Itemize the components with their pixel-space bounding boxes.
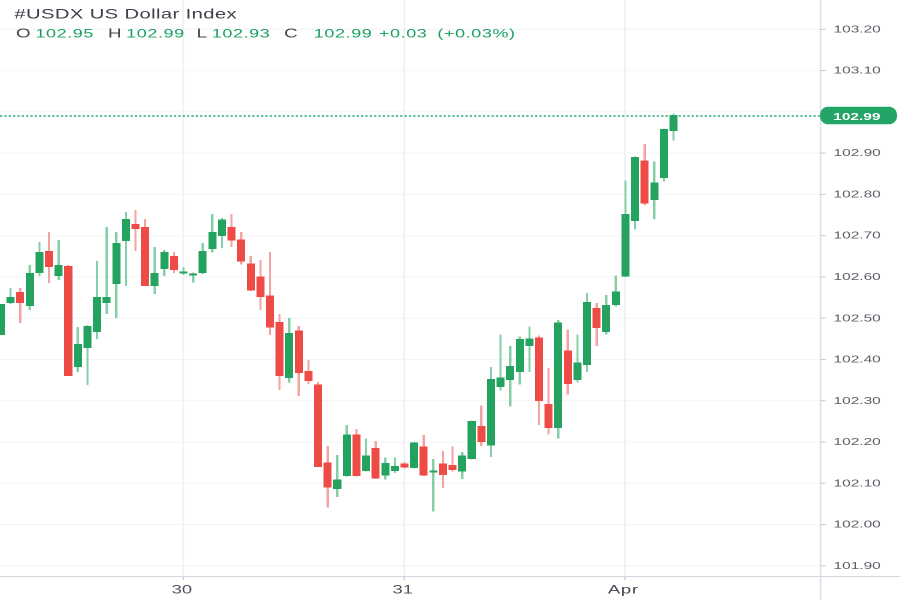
svg-text:H: H <box>108 27 122 40</box>
svg-text:103.10: 103.10 <box>834 64 881 76</box>
svg-text:(+0.03%): (+0.03%) <box>437 27 515 40</box>
svg-text:102.95: 102.95 <box>35 27 94 40</box>
svg-text:101.90: 101.90 <box>834 559 881 571</box>
svg-text:102.80: 102.80 <box>834 188 881 200</box>
svg-text:102.99: 102.99 <box>126 27 185 40</box>
svg-text:102.00: 102.00 <box>834 518 881 530</box>
svg-text:C: C <box>284 27 298 40</box>
svg-text:Apr: Apr <box>608 583 639 596</box>
svg-text:102.90: 102.90 <box>834 147 881 159</box>
svg-text:O: O <box>16 27 31 40</box>
svg-text:102.40: 102.40 <box>834 353 881 365</box>
svg-text:#USDX US Dollar Index: #USDX US Dollar Index <box>14 6 237 22</box>
svg-text:102.70: 102.70 <box>834 229 881 241</box>
svg-text:31: 31 <box>392 583 413 596</box>
svg-text:102.60: 102.60 <box>834 271 881 283</box>
svg-text:102.99: 102.99 <box>314 27 373 40</box>
svg-text:102.50: 102.50 <box>834 312 881 324</box>
svg-text:103.20: 103.20 <box>834 23 881 35</box>
svg-text:102.99: 102.99 <box>833 111 880 123</box>
svg-text:102.30: 102.30 <box>834 394 881 406</box>
svg-text:+0.03: +0.03 <box>379 27 428 40</box>
svg-text:102.10: 102.10 <box>834 477 881 489</box>
svg-text:L: L <box>197 27 208 40</box>
svg-text:102.20: 102.20 <box>834 436 881 448</box>
svg-text:30: 30 <box>172 583 193 596</box>
svg-text:102.93: 102.93 <box>212 27 271 40</box>
